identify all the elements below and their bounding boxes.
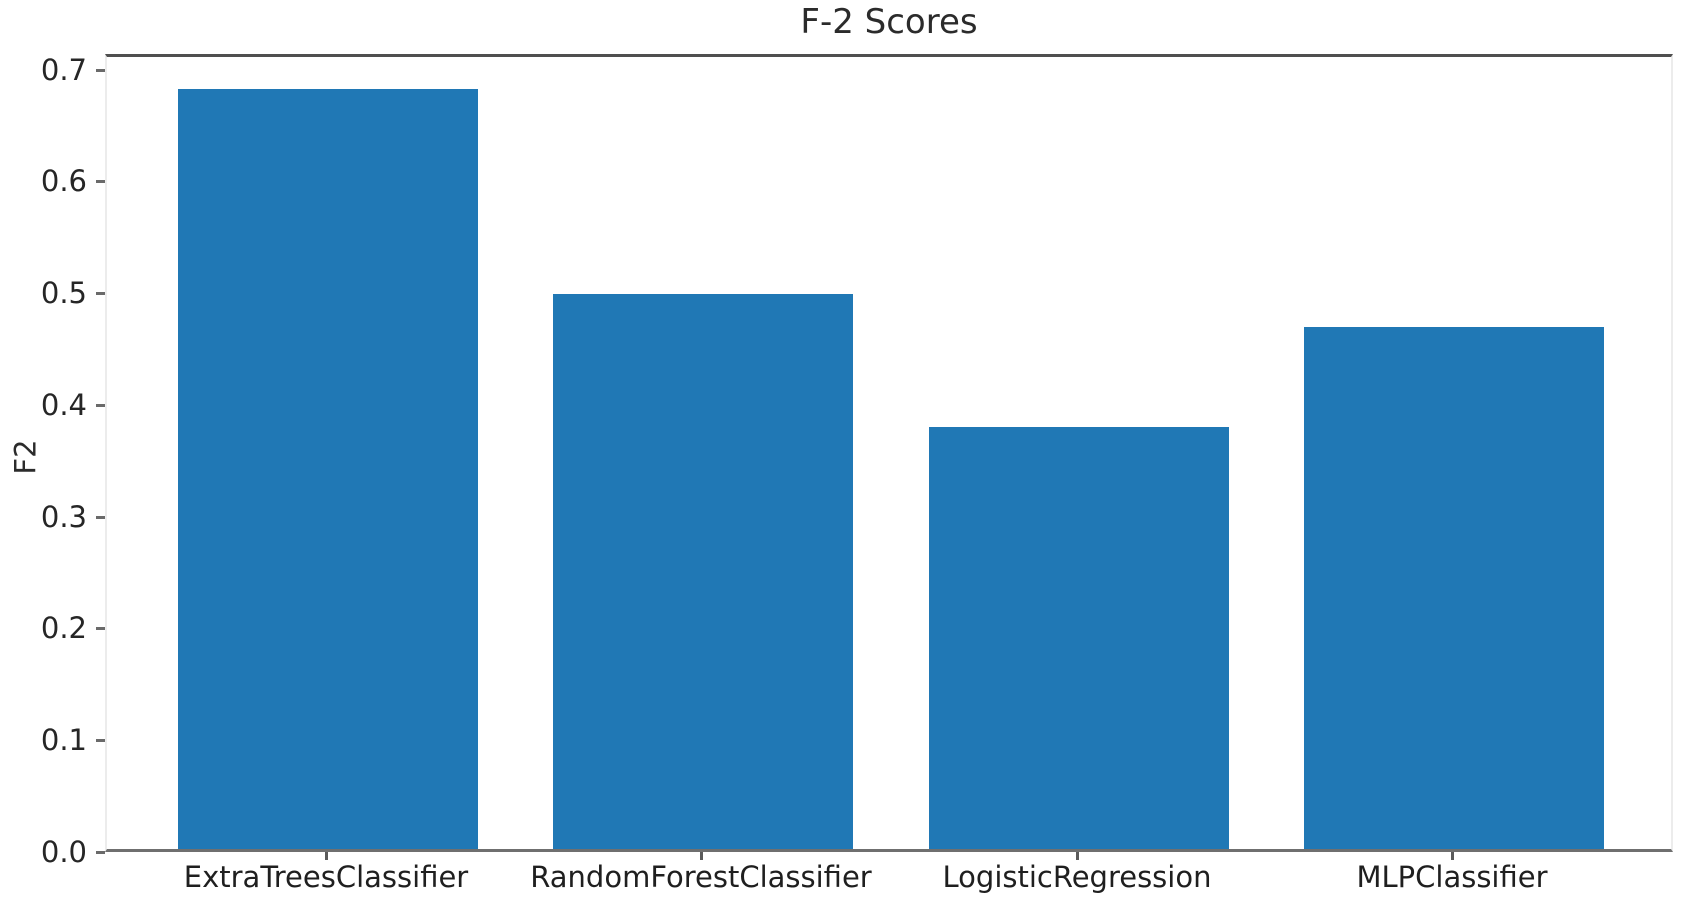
bar-RandomForestClassifier xyxy=(553,294,853,849)
y-tick-mark xyxy=(96,516,105,519)
x-tick-mark xyxy=(700,852,703,860)
y-axis-label: F2 xyxy=(8,439,43,475)
y-tick-label: 0.4 xyxy=(40,388,87,422)
x-tick-mark xyxy=(325,852,328,860)
y-tick-mark xyxy=(96,627,105,630)
y-tick-label: 0.5 xyxy=(40,276,87,310)
plot-area xyxy=(105,54,1673,852)
y-tick-label: 0.0 xyxy=(40,835,87,869)
y-tick-mark xyxy=(96,292,105,295)
y-tick-mark xyxy=(96,180,105,183)
y-tick-mark xyxy=(96,404,105,407)
x-tick-label: LogisticRegression xyxy=(942,860,1212,894)
chart-title: F-2 Scores xyxy=(800,2,978,42)
y-tick-mark xyxy=(96,69,105,72)
y-tick-label: 0.2 xyxy=(40,611,87,645)
y-tick-label: 0.1 xyxy=(40,723,87,757)
x-tick-mark xyxy=(1451,852,1454,860)
y-tick-mark xyxy=(96,851,105,854)
y-tick-mark xyxy=(96,739,105,742)
x-tick-label: ExtraTreesClassifier xyxy=(183,860,469,894)
y-tick-label: 0.6 xyxy=(40,164,87,198)
x-tick-label: RandomForestClassifier xyxy=(530,860,872,894)
y-tick-label: 0.7 xyxy=(40,53,87,87)
x-tick-mark xyxy=(1076,852,1079,860)
x-tick-label: MLPClassifier xyxy=(1356,860,1548,894)
bar-ExtraTreesClassifier xyxy=(178,89,478,849)
y-tick-label: 0.3 xyxy=(40,500,87,534)
bar-LogisticRegression xyxy=(929,427,1229,849)
bar-MLPClassifier xyxy=(1304,327,1604,849)
